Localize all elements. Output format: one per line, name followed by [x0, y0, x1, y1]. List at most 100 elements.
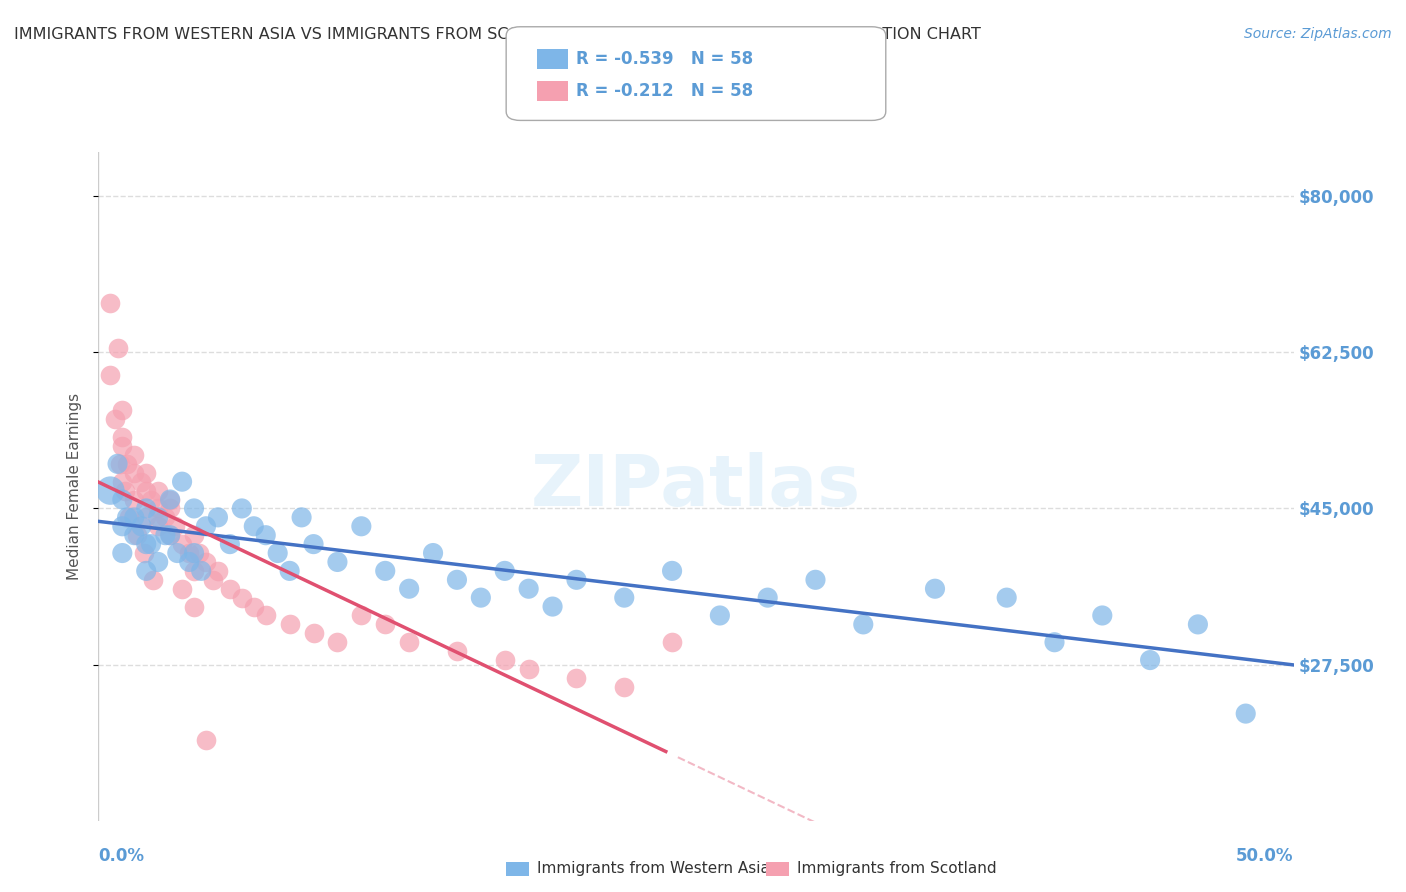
- Point: [494, 653, 516, 667]
- Point: [183, 599, 205, 614]
- Point: [804, 573, 827, 587]
- Point: [1139, 653, 1161, 667]
- Point: [131, 519, 153, 533]
- Point: [115, 457, 138, 471]
- Point: [139, 492, 162, 507]
- Point: [124, 528, 146, 542]
- Point: [219, 582, 242, 596]
- Point: [132, 546, 155, 560]
- Point: [159, 492, 181, 507]
- Point: [183, 564, 205, 578]
- Point: [111, 403, 134, 417]
- Point: [756, 591, 779, 605]
- Point: [118, 510, 141, 524]
- Y-axis label: Median Female Earnings: Median Female Earnings: [66, 392, 82, 580]
- Point: [183, 546, 205, 560]
- Point: [159, 528, 181, 542]
- Point: [1234, 706, 1257, 721]
- Point: [179, 555, 201, 569]
- Point: [166, 546, 188, 560]
- Text: ZIPatlas: ZIPatlas: [531, 451, 860, 521]
- Point: [148, 555, 170, 569]
- Point: [172, 537, 194, 551]
- Point: [139, 537, 162, 551]
- Text: R = -0.539   N = 58: R = -0.539 N = 58: [576, 50, 754, 68]
- Point: [108, 457, 131, 471]
- Point: [613, 591, 636, 605]
- Point: [124, 448, 146, 462]
- Point: [1043, 635, 1066, 649]
- Point: [422, 546, 444, 560]
- Text: Source: ZipAtlas.com: Source: ZipAtlas.com: [1244, 27, 1392, 41]
- Point: [494, 564, 516, 578]
- Point: [254, 608, 277, 623]
- Point: [1187, 617, 1209, 632]
- Point: [155, 528, 177, 542]
- Point: [155, 510, 177, 524]
- Point: [350, 608, 373, 623]
- Point: [613, 680, 636, 694]
- Point: [159, 492, 181, 507]
- Point: [159, 528, 181, 542]
- Point: [995, 591, 1018, 605]
- Point: [446, 644, 468, 658]
- Point: [107, 457, 129, 471]
- Point: [661, 635, 683, 649]
- Point: [231, 591, 253, 605]
- Point: [148, 519, 170, 533]
- Point: [148, 510, 170, 524]
- Point: [107, 341, 129, 355]
- Point: [709, 608, 731, 623]
- Point: [187, 546, 209, 560]
- Point: [190, 564, 212, 578]
- Point: [541, 599, 564, 614]
- Point: [194, 519, 218, 533]
- Point: [172, 582, 194, 596]
- Point: [661, 564, 683, 578]
- Point: [924, 582, 946, 596]
- Point: [111, 430, 134, 444]
- Point: [115, 510, 138, 524]
- Point: [148, 483, 170, 498]
- Point: [135, 501, 157, 516]
- Point: [202, 573, 225, 587]
- Point: [98, 296, 122, 310]
- Point: [98, 368, 122, 382]
- Point: [183, 501, 205, 516]
- Point: [350, 519, 373, 533]
- Point: [278, 564, 301, 578]
- Point: [172, 475, 194, 489]
- Point: [207, 510, 229, 524]
- Point: [302, 626, 325, 640]
- Point: [291, 510, 314, 524]
- Point: [111, 519, 134, 533]
- Point: [398, 582, 420, 596]
- Point: [326, 555, 349, 569]
- Point: [565, 671, 588, 685]
- Point: [148, 501, 170, 516]
- Point: [135, 537, 157, 551]
- Text: Immigrants from Western Asia: Immigrants from Western Asia: [537, 862, 770, 876]
- Point: [135, 466, 157, 480]
- Point: [398, 635, 420, 649]
- Point: [267, 546, 290, 560]
- Point: [142, 573, 165, 587]
- Point: [114, 483, 136, 498]
- Text: 0.0%: 0.0%: [98, 847, 145, 865]
- Point: [326, 635, 349, 649]
- Point: [852, 617, 875, 632]
- Point: [374, 564, 396, 578]
- Point: [194, 555, 218, 569]
- Point: [278, 617, 301, 632]
- Point: [111, 439, 134, 453]
- Point: [124, 466, 146, 480]
- Point: [111, 492, 134, 507]
- Point: [194, 733, 218, 747]
- Point: [124, 492, 146, 507]
- Point: [254, 528, 277, 542]
- Text: R = -0.212   N = 58: R = -0.212 N = 58: [576, 82, 754, 100]
- Point: [1091, 608, 1114, 623]
- Point: [565, 573, 588, 587]
- Point: [302, 537, 325, 551]
- Point: [207, 564, 229, 578]
